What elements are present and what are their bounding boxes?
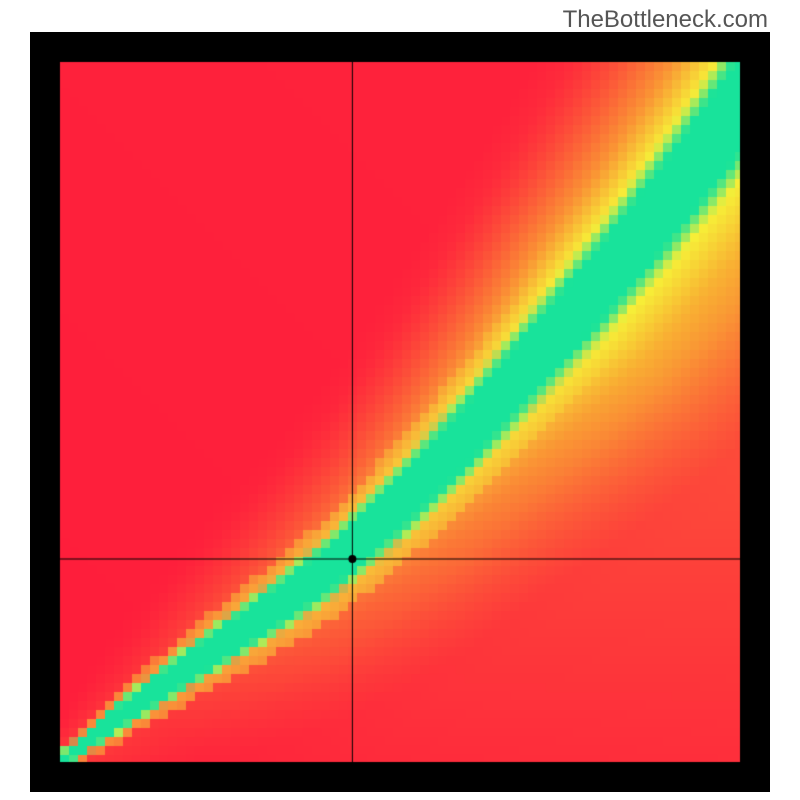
watermark-text: TheBottleneck.com — [563, 6, 768, 34]
bottleneck-heatmap — [30, 32, 770, 792]
